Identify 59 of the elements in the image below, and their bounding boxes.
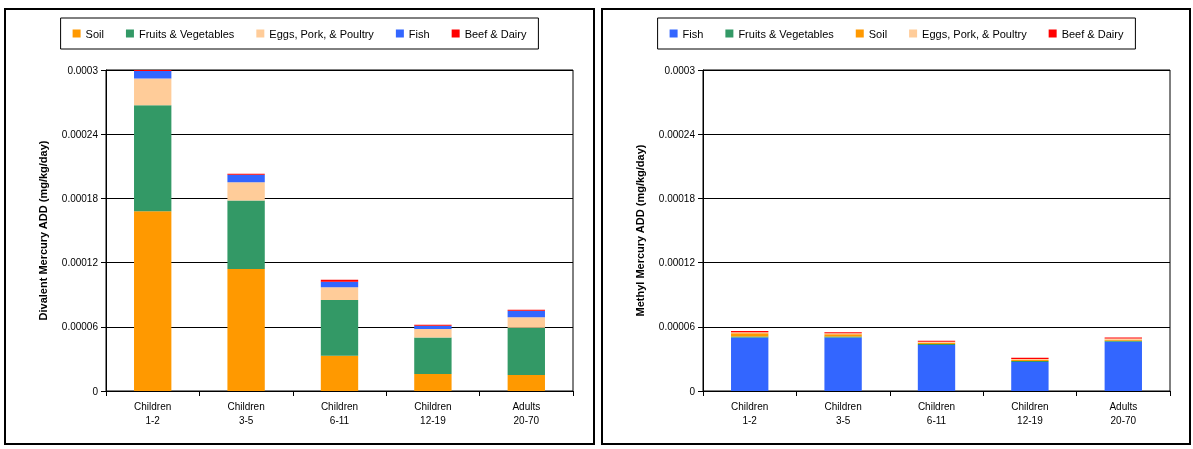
legend-label: Beef & Dairy xyxy=(464,27,527,40)
bar xyxy=(227,269,265,391)
bar xyxy=(320,279,359,282)
bar xyxy=(507,317,545,328)
x-tick-label: Adults 20-70 xyxy=(1108,400,1137,426)
legend-label: Fish xyxy=(408,27,430,40)
y-tick-label: 0.00018 xyxy=(658,192,695,204)
bar xyxy=(134,211,172,391)
bar xyxy=(730,337,768,391)
bar xyxy=(1010,362,1049,391)
bar xyxy=(320,355,359,391)
y-tick-label: 0.0003 xyxy=(663,64,695,76)
x-tick-label: Children 12-19 xyxy=(1010,400,1049,426)
bar xyxy=(414,337,452,374)
bar xyxy=(507,310,545,318)
y-tick-label: 0.00006 xyxy=(61,321,99,333)
y-tick-label: 0.00012 xyxy=(658,257,695,269)
y-tick-label: 0.00012 xyxy=(61,257,99,269)
x-tick-label: Children 3-5 xyxy=(227,400,265,426)
y-axis-title: Divalent Mercury ADD (mg/kg/day) xyxy=(36,140,49,321)
y-tick-label: 0.00024 xyxy=(61,128,99,140)
bar xyxy=(134,105,172,212)
x-tick-label: Children 6-11 xyxy=(917,400,955,426)
bar xyxy=(227,200,265,270)
bar xyxy=(414,328,452,338)
bar xyxy=(320,300,359,356)
legend-label: Fruits & Vegetables xyxy=(737,27,834,40)
bar xyxy=(507,327,545,375)
bar xyxy=(917,344,955,391)
x-tick-label: Adults 20-70 xyxy=(512,400,541,426)
bar xyxy=(320,287,359,301)
legend-label: Beef & Dairy xyxy=(1061,27,1124,40)
bar xyxy=(1104,341,1142,391)
bar xyxy=(134,78,172,106)
bar xyxy=(507,374,545,391)
legend-label: Fish xyxy=(682,27,703,40)
legend-label: Fruits & Vegetables xyxy=(138,27,235,40)
x-tick-label: Children 6-11 xyxy=(320,400,359,426)
y-axis-title: Methyl Mercury ADD (mg/kg/day) xyxy=(633,144,645,317)
bar xyxy=(227,182,265,201)
y-tick-label: 0 xyxy=(688,385,695,397)
y-tick-label: 0.00006 xyxy=(658,321,695,333)
bar xyxy=(823,337,862,391)
legend-label: Soil xyxy=(868,27,887,40)
x-tick-label: Children 12-19 xyxy=(414,400,452,426)
legend-label: Eggs, Pork, & Poultry xyxy=(921,27,1027,40)
legend-label: Eggs, Pork, & Poultry xyxy=(269,27,375,40)
x-tick-label: Children 1-2 xyxy=(134,400,172,426)
y-tick-label: 0.00024 xyxy=(658,128,695,140)
y-tick-label: 0.0003 xyxy=(67,64,99,76)
x-tick-label: Children 3-5 xyxy=(823,400,862,426)
bar xyxy=(320,281,359,288)
bar xyxy=(134,71,172,79)
legend-label: Soil xyxy=(85,27,104,40)
y-tick-label: 0.00018 xyxy=(61,192,99,204)
bar xyxy=(227,174,265,183)
y-tick-label: 0 xyxy=(92,385,99,397)
x-tick-label: Children 1-2 xyxy=(730,400,768,426)
bar xyxy=(414,373,452,391)
